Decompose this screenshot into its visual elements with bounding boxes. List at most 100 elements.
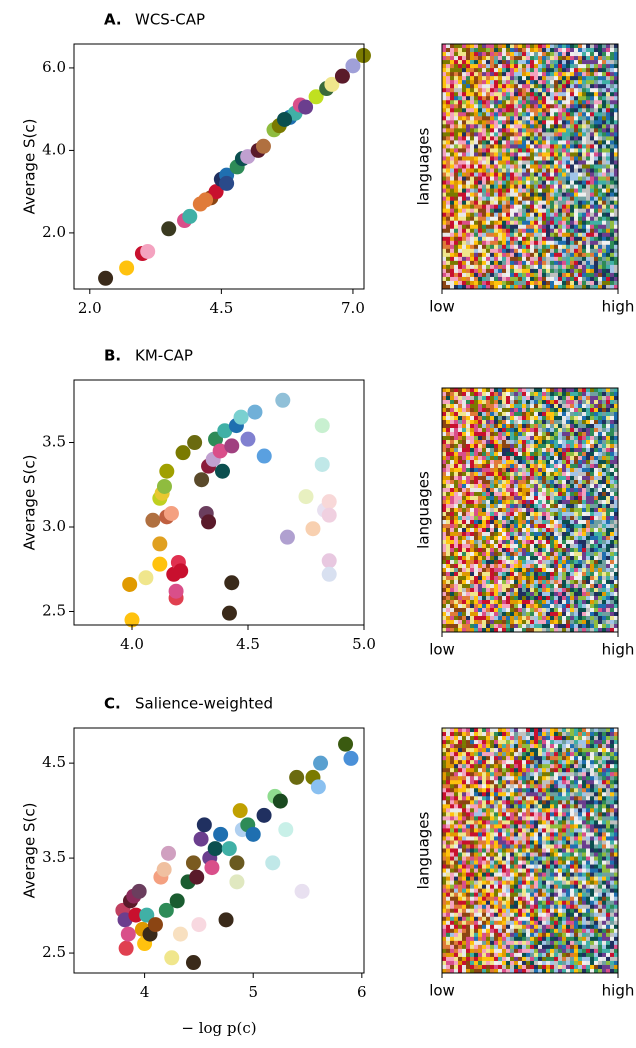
texture-cell: [570, 244, 575, 250]
texture-cell: [530, 108, 535, 113]
texture-cell: [530, 184, 535, 189]
texture-cell: [442, 248, 447, 254]
texture-cell: [514, 48, 519, 53]
texture-cell: [582, 564, 587, 569]
texture-cell: [570, 52, 575, 57]
texture-cell: [454, 164, 459, 169]
texture-cell: [566, 516, 571, 521]
texture-cell: [498, 540, 503, 545]
texture-cell: [450, 224, 455, 230]
texture-cell: [518, 432, 523, 437]
texture-cell: [510, 256, 515, 262]
texture-cell: [530, 204, 535, 209]
texture-cell: [558, 480, 563, 485]
texture-cell: [490, 272, 495, 278]
texture-cell: [542, 500, 547, 505]
texture-cell: [478, 572, 483, 577]
texture-cell: [614, 396, 619, 401]
texture-cell: [570, 48, 575, 53]
texture-cell: [534, 236, 539, 242]
texture-cell: [450, 60, 455, 65]
texture-cell: [582, 496, 587, 501]
texture-cell: [450, 232, 455, 238]
texture-cell: [506, 80, 511, 85]
texture-cell: [446, 476, 451, 481]
texture-cell: [506, 272, 511, 278]
texture-cell: [598, 432, 603, 437]
texture-cell: [534, 84, 539, 89]
texture-cell: [530, 284, 535, 290]
texture-cell: [494, 204, 499, 209]
texture-cell: [590, 232, 595, 238]
texture-cell: [502, 72, 507, 77]
texture-cell: [574, 68, 579, 73]
texture-cell: [566, 564, 571, 569]
texture-cell: [550, 432, 555, 437]
texture-cell: [510, 436, 515, 441]
texture-cell: [474, 72, 479, 77]
texture-cell: [590, 404, 595, 409]
texture-cell: [562, 584, 567, 589]
texture-cell: [454, 532, 459, 537]
texture-cell: [582, 248, 587, 254]
texture-cell: [454, 568, 459, 573]
texture-cell: [546, 488, 551, 493]
texture-cell: [558, 400, 563, 405]
texture-cell: [442, 52, 447, 57]
texture-cell: [566, 572, 571, 577]
texture-cell: [510, 552, 515, 557]
texture-cell: [550, 472, 555, 477]
texture-cell: [494, 516, 499, 521]
texture-cell: [534, 432, 539, 437]
texture-cell: [514, 464, 519, 469]
texture-cell: [570, 472, 575, 477]
texture-cell: [510, 468, 515, 473]
texture-cell: [482, 92, 487, 97]
texture-cell: [530, 496, 535, 501]
texture-cell: [446, 236, 451, 242]
texture-cell: [442, 436, 447, 441]
texture-cell: [526, 132, 531, 137]
texture-cell: [478, 548, 483, 553]
texture-cell: [486, 64, 491, 69]
texture-cell: [478, 124, 483, 129]
texture-cell: [450, 256, 455, 262]
texture-cell: [486, 488, 491, 493]
texture-cell: [490, 552, 495, 557]
texture-cell: [550, 536, 555, 541]
texture-cell: [478, 260, 483, 266]
texture-cell: [570, 260, 575, 266]
texture-cell: [594, 548, 599, 553]
texture-cell: [602, 180, 607, 185]
texture-cell: [462, 236, 467, 242]
texture-cell: [614, 548, 619, 553]
texture-cell: [550, 496, 555, 501]
texture-cell: [506, 112, 511, 117]
texture-cell: [594, 524, 599, 529]
texture-cell: [502, 152, 507, 157]
texture-cell: [478, 112, 483, 117]
texture-cell: [554, 264, 559, 270]
texture-cell: [498, 168, 503, 173]
texture-cell: [598, 156, 603, 161]
texture-cell: [470, 88, 475, 93]
texture-cell: [550, 156, 555, 161]
texture-cell: [606, 56, 611, 61]
texture-cell: [570, 160, 575, 165]
texture-cell: [502, 124, 507, 129]
texture-cell: [570, 188, 575, 193]
texture-cell: [610, 388, 615, 393]
texture-cell: [446, 452, 451, 457]
texture-cell: [486, 44, 491, 49]
texture-cell: [562, 544, 567, 549]
texture-cell: [614, 96, 619, 101]
texture-cell: [446, 400, 451, 405]
texture-cell: [502, 576, 507, 581]
texture-cell: [510, 520, 515, 525]
texture-cell: [526, 440, 531, 445]
texture-cell: [482, 188, 487, 193]
texture-cell: [482, 456, 487, 461]
texture-cell: [482, 544, 487, 549]
texture-cell: [602, 120, 607, 125]
texture-cell: [614, 112, 619, 117]
